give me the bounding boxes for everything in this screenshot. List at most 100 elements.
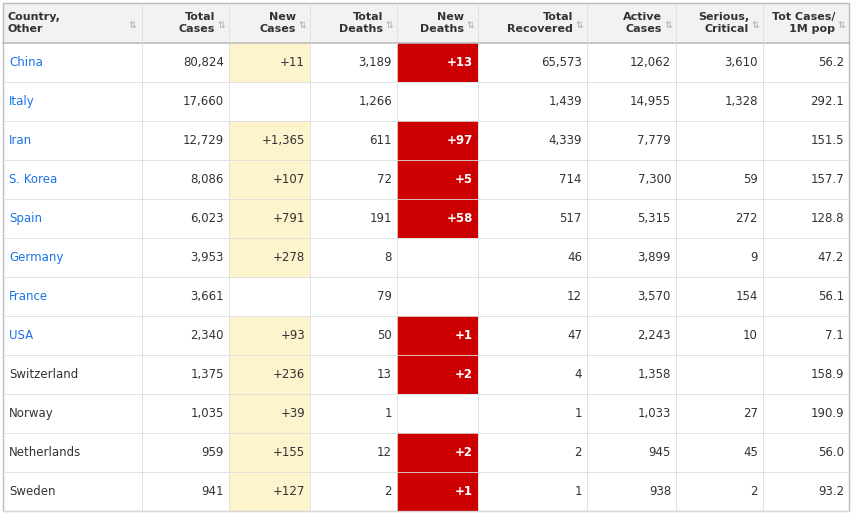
- Text: 12: 12: [567, 290, 582, 303]
- Text: 1,375: 1,375: [191, 368, 224, 381]
- Text: China: China: [9, 56, 43, 69]
- Text: 56.2: 56.2: [818, 56, 844, 69]
- Bar: [3, 43, 849, 82]
- Text: +1,365: +1,365: [262, 134, 305, 147]
- Bar: [3, 238, 849, 277]
- Text: +2: +2: [455, 368, 473, 381]
- Bar: [3, 160, 849, 199]
- Bar: [229, 394, 310, 433]
- Bar: [397, 472, 478, 511]
- Bar: [3, 394, 849, 433]
- Text: 154: 154: [735, 290, 758, 303]
- Text: 1: 1: [574, 407, 582, 420]
- Text: 1,035: 1,035: [191, 407, 224, 420]
- Text: 7,300: 7,300: [637, 173, 671, 186]
- Text: New
Deaths: New Deaths: [420, 12, 464, 34]
- Text: +97: +97: [446, 134, 473, 147]
- Text: +1: +1: [455, 329, 473, 342]
- Text: Serious,
Critical: Serious, Critical: [698, 12, 749, 34]
- Text: +236: +236: [273, 368, 305, 381]
- Text: 12,062: 12,062: [630, 56, 671, 69]
- Text: 65,573: 65,573: [541, 56, 582, 69]
- Bar: [3, 3, 849, 43]
- Bar: [397, 160, 478, 199]
- Text: 8,086: 8,086: [191, 173, 224, 186]
- Text: 17,660: 17,660: [183, 95, 224, 108]
- Text: 6,023: 6,023: [191, 212, 224, 225]
- Bar: [397, 43, 478, 82]
- Text: ⇅: ⇅: [298, 21, 306, 30]
- Text: 191: 191: [370, 212, 392, 225]
- Text: 47.2: 47.2: [818, 251, 844, 264]
- Text: 714: 714: [560, 173, 582, 186]
- Text: 3,610: 3,610: [724, 56, 758, 69]
- Text: +2: +2: [455, 446, 473, 459]
- Bar: [229, 121, 310, 160]
- Text: 45: 45: [743, 446, 758, 459]
- Text: 272: 272: [735, 212, 758, 225]
- Text: 12,729: 12,729: [182, 134, 224, 147]
- Text: 158.9: 158.9: [810, 368, 844, 381]
- Text: +791: +791: [273, 212, 305, 225]
- Text: 611: 611: [370, 134, 392, 147]
- Bar: [397, 199, 478, 238]
- Text: 10: 10: [743, 329, 758, 342]
- Text: Total
Deaths: Total Deaths: [339, 12, 383, 34]
- Text: 3,189: 3,189: [359, 56, 392, 69]
- Text: Italy: Italy: [9, 95, 35, 108]
- Text: +11: +11: [280, 56, 305, 69]
- Text: +107: +107: [273, 173, 305, 186]
- Text: 56.1: 56.1: [818, 290, 844, 303]
- Text: +127: +127: [273, 485, 305, 498]
- Text: ⇅: ⇅: [665, 21, 672, 30]
- Bar: [229, 43, 310, 82]
- Text: +5: +5: [455, 173, 473, 186]
- Bar: [229, 472, 310, 511]
- Text: 151.5: 151.5: [810, 134, 844, 147]
- Bar: [3, 277, 849, 316]
- Text: 14,955: 14,955: [630, 95, 671, 108]
- Text: 46: 46: [567, 251, 582, 264]
- Bar: [397, 121, 478, 160]
- Text: 1,358: 1,358: [637, 368, 671, 381]
- Text: +278: +278: [273, 251, 305, 264]
- Text: 27: 27: [743, 407, 758, 420]
- Text: 1,033: 1,033: [637, 407, 671, 420]
- Bar: [229, 355, 310, 394]
- Bar: [229, 160, 310, 199]
- Text: 3,570: 3,570: [637, 290, 671, 303]
- Bar: [3, 199, 849, 238]
- Text: 157.7: 157.7: [810, 173, 844, 186]
- Text: 128.8: 128.8: [810, 212, 844, 225]
- Bar: [3, 433, 849, 472]
- Text: Active
Cases: Active Cases: [623, 12, 662, 34]
- Text: USA: USA: [9, 329, 33, 342]
- Text: 56.0: 56.0: [818, 446, 844, 459]
- Text: 4: 4: [574, 368, 582, 381]
- Text: 2,243: 2,243: [637, 329, 671, 342]
- Text: 3,953: 3,953: [191, 251, 224, 264]
- Text: 2: 2: [751, 485, 758, 498]
- Text: 4,339: 4,339: [549, 134, 582, 147]
- Text: Iran: Iran: [9, 134, 32, 147]
- Text: +155: +155: [273, 446, 305, 459]
- Text: 3,661: 3,661: [190, 290, 224, 303]
- Text: 938: 938: [648, 485, 671, 498]
- Bar: [3, 355, 849, 394]
- Bar: [397, 433, 478, 472]
- Bar: [397, 316, 478, 355]
- Bar: [3, 472, 849, 511]
- Text: 2,340: 2,340: [191, 329, 224, 342]
- Text: 945: 945: [648, 446, 671, 459]
- Text: +1: +1: [455, 485, 473, 498]
- Text: Country,
Other: Country, Other: [8, 12, 60, 34]
- Text: Tot Cases/
1M pop: Tot Cases/ 1M pop: [772, 12, 835, 34]
- Text: 2: 2: [574, 446, 582, 459]
- Text: ⇅: ⇅: [467, 21, 474, 30]
- Bar: [3, 121, 849, 160]
- Text: 517: 517: [560, 212, 582, 225]
- Text: ⇅: ⇅: [838, 21, 845, 30]
- Text: 1,439: 1,439: [549, 95, 582, 108]
- Text: 941: 941: [202, 485, 224, 498]
- Text: 7,779: 7,779: [637, 134, 671, 147]
